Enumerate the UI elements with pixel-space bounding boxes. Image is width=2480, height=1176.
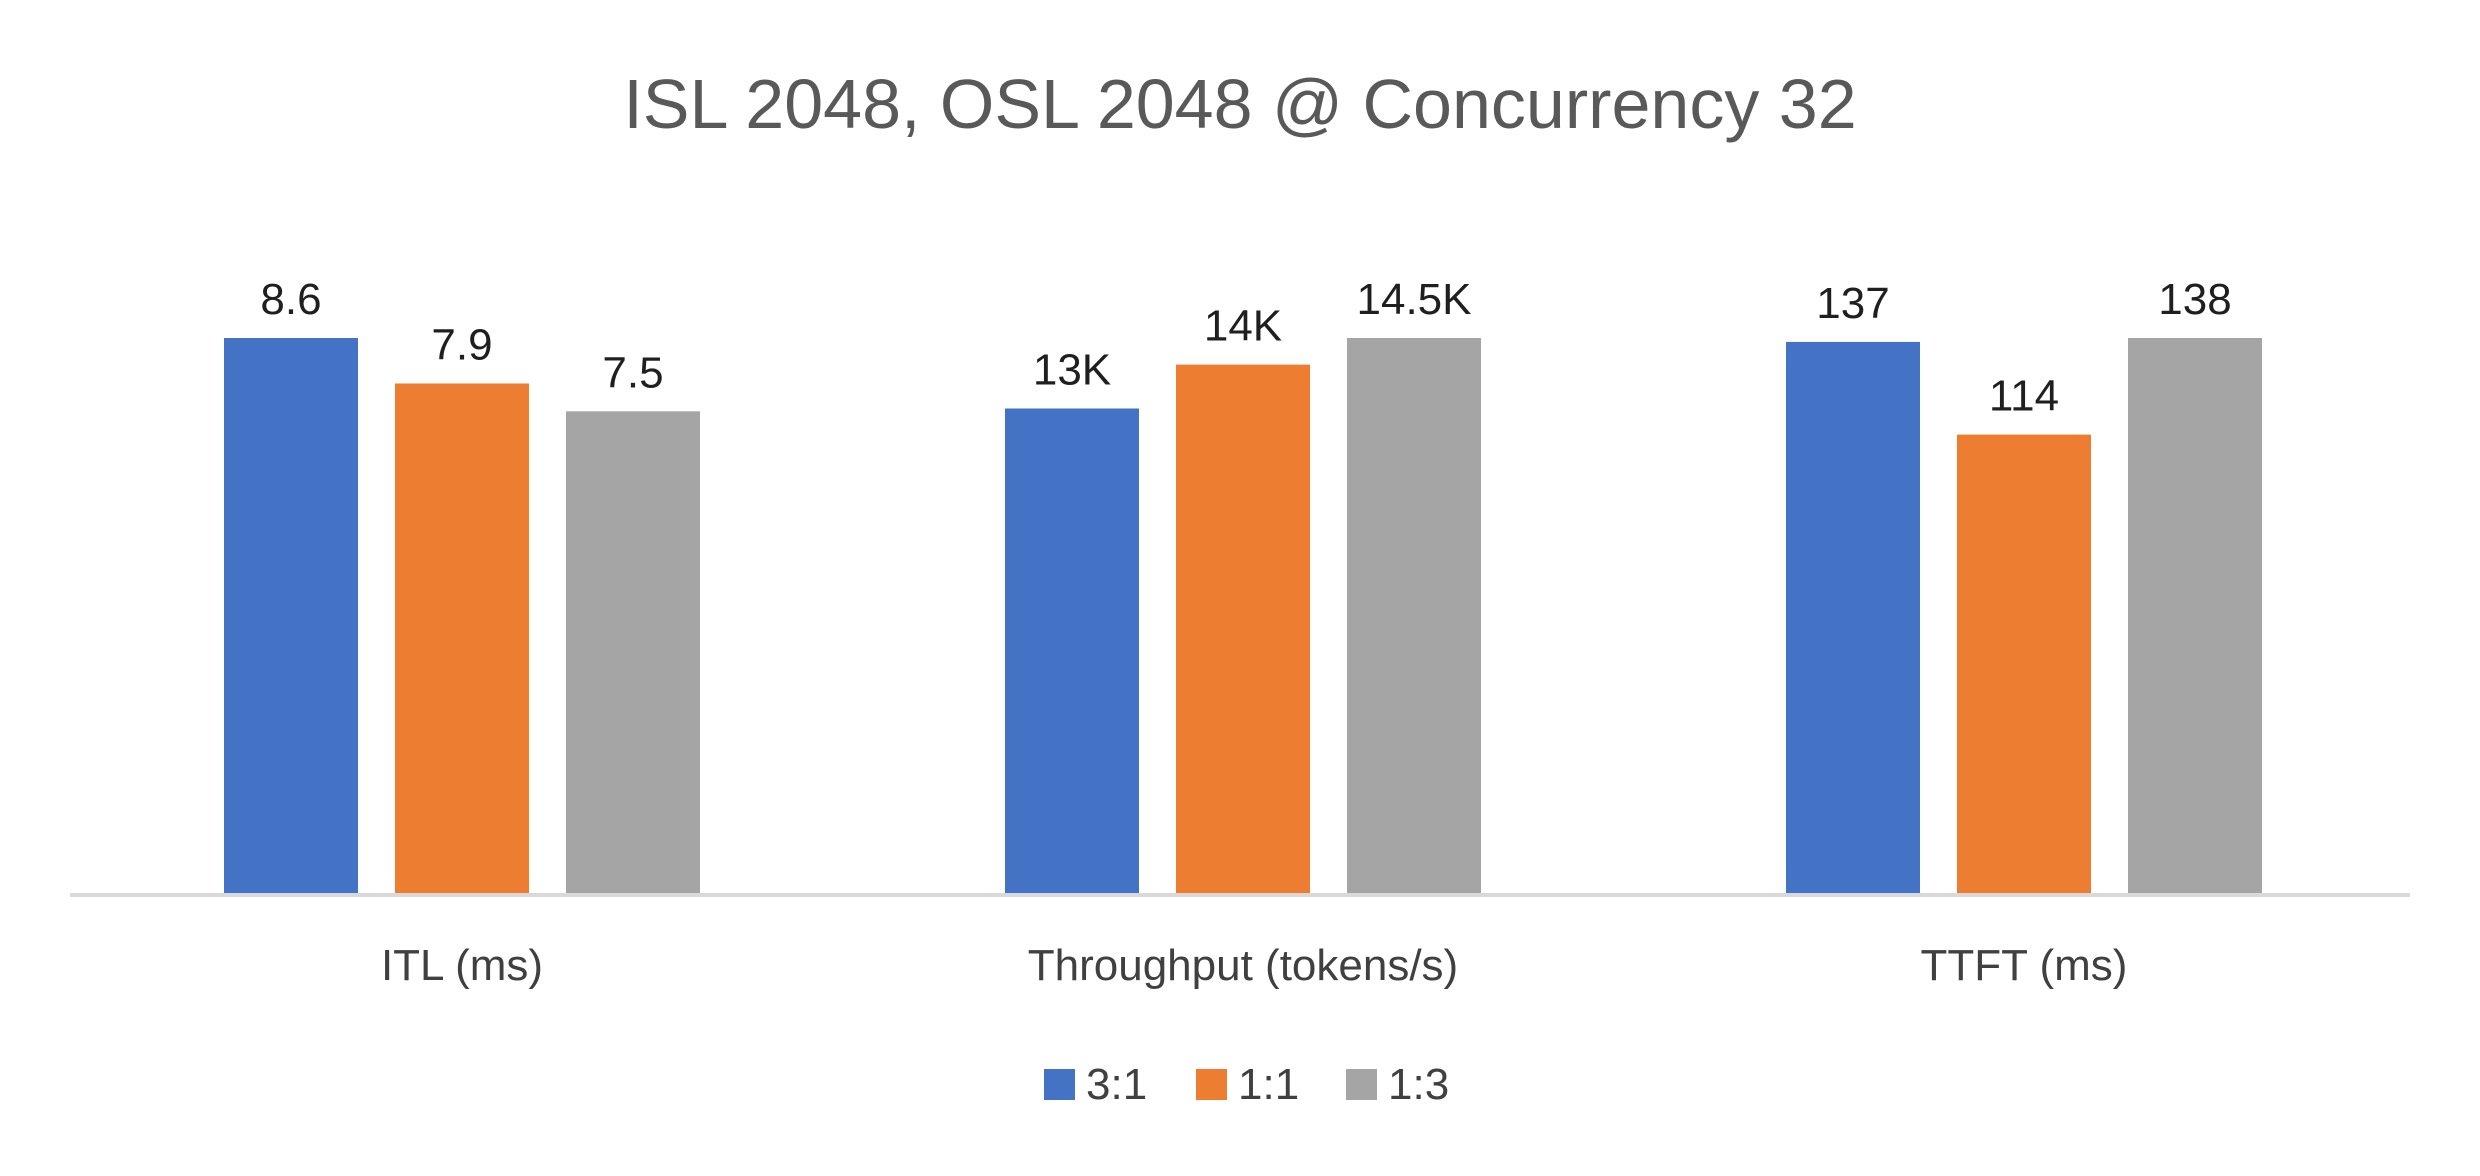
bar-throughput-tokens-s-series-1-1 — [1176, 364, 1310, 894]
bar-throughput-tokens-s-series-1-3 — [1347, 338, 1481, 893]
bar-ttft-ms-series-1-1 — [1957, 434, 2091, 893]
legend-label-3-1: 3:1 — [1086, 1060, 1147, 1109]
chart-title: ISL 2048, OSL 2048 @ Concurrency 32 — [623, 65, 1856, 143]
bar-ttft-ms-series-3-1 — [1786, 341, 1920, 893]
bar-itl-ms-series-3-1 — [224, 338, 358, 893]
data-label-throughput-tokens-s-series-1-1: 14K — [1204, 302, 1282, 351]
legend-label-1-3: 1:3 — [1388, 1060, 1449, 1109]
legend-label-1-1: 1:1 — [1238, 1060, 1299, 1109]
data-label-throughput-tokens-s-series-3-1: 13K — [1033, 346, 1111, 395]
data-label-itl-ms-series-1-3: 7.5 — [602, 348, 663, 397]
legend-swatch-3-1 — [1044, 1069, 1075, 1100]
data-label-ttft-ms-series-3-1: 137 — [1816, 279, 1889, 328]
data-label-itl-ms-series-1-1: 7.9 — [431, 321, 492, 370]
bar-itl-ms-series-1-3 — [566, 411, 700, 893]
legend-swatch-1-1 — [1196, 1069, 1227, 1100]
legend: 3:1 1:1 1:3 — [1044, 1060, 1449, 1109]
bar-throughput-tokens-s-series-3-1 — [1005, 408, 1139, 893]
data-label-throughput-tokens-s-series-1-3: 14.5K — [1357, 275, 1472, 324]
data-label-ttft-ms-series-1-1: 114 — [1989, 372, 2059, 421]
bar-ttft-ms-series-1-3 — [2128, 338, 2262, 893]
category-labels: ITL (ms) Throughput (tokens/s) TTFT (ms) — [381, 941, 2128, 990]
data-label-ttft-ms-series-1-3: 138 — [2158, 275, 2231, 324]
category-label-ttft-ms: TTFT (ms) — [1921, 941, 2128, 990]
bar-itl-ms-series-1-1 — [395, 383, 529, 893]
category-label-throughput-tokens-s: Throughput (tokens/s) — [1028, 941, 1458, 990]
bars-layer: 8.6 7.9 7.5 13K 14K 14.5K 137 114 138 — [224, 275, 2262, 894]
legend-swatch-1-3 — [1346, 1069, 1377, 1100]
category-label-itl-ms: ITL (ms) — [381, 941, 543, 990]
data-label-itl-ms-series-3-1: 8.6 — [260, 275, 321, 324]
